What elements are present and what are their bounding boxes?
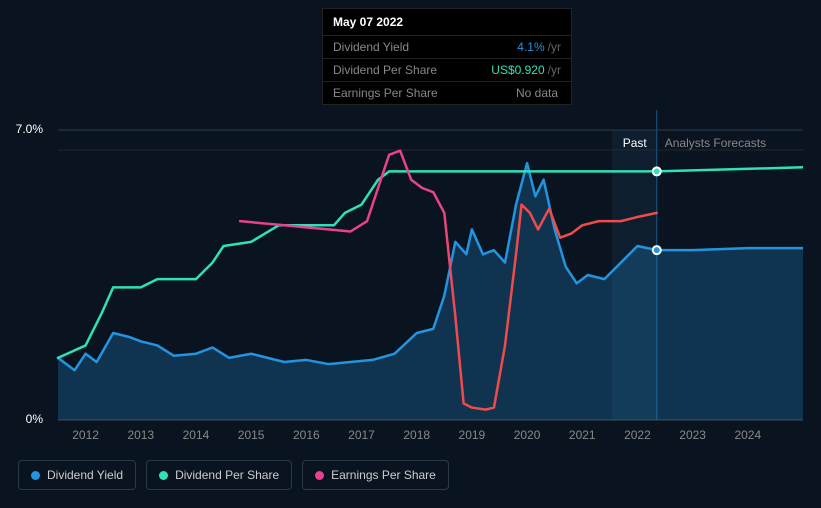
legend-item-dividend-per-share[interactable]: Dividend Per Share: [146, 460, 292, 490]
legend-item-dividend-yield[interactable]: Dividend Yield: [18, 460, 136, 490]
y-axis-label-min: 0%: [26, 412, 43, 426]
tooltip-rows: Dividend Yield4.1%/yrDividend Per ShareU…: [323, 36, 571, 104]
tooltip-date: May 07 2022: [323, 9, 571, 36]
past-region-label: Past: [623, 136, 647, 150]
tooltip-row-label: Dividend Yield: [333, 40, 517, 54]
x-tick-label: 2015: [238, 428, 265, 442]
x-tick-label: 2019: [459, 428, 486, 442]
legend-dot-icon: [159, 471, 168, 480]
tooltip-row-label: Dividend Per Share: [333, 63, 491, 77]
tooltip-row: Dividend Per ShareUS$0.920/yr: [323, 59, 571, 82]
tooltip-row-value: US$0.920: [491, 63, 544, 77]
chart-tooltip: May 07 2022 Dividend Yield4.1%/yrDividen…: [322, 8, 572, 105]
x-tick-label: 2016: [293, 428, 320, 442]
x-tick-label: 2018: [403, 428, 430, 442]
x-tick-label: 2012: [72, 428, 99, 442]
x-tick-label: 2017: [348, 428, 375, 442]
tooltip-row: Dividend Yield4.1% /yr: [323, 36, 571, 59]
legend-label: Dividend Yield: [47, 468, 123, 482]
x-tick-label: 2021: [569, 428, 596, 442]
legend-label: Dividend Per Share: [175, 468, 279, 482]
tooltip-row-value: No data: [516, 86, 558, 100]
x-tick-label: 2014: [183, 428, 210, 442]
forecast-region-label: Analysts Forecasts: [665, 136, 766, 150]
chart-svg: [18, 110, 803, 450]
x-tick-label: 2022: [624, 428, 651, 442]
tooltip-row-unit: /yr: [548, 40, 561, 54]
tooltip-row: Earnings Per ShareNo data: [323, 82, 571, 104]
tooltip-row-label: Earnings Per Share: [333, 86, 516, 100]
y-axis-label-max: 7.0%: [16, 122, 43, 136]
legend-dot-icon: [31, 471, 40, 480]
legend-dot-icon: [315, 471, 324, 480]
dividend-chart[interactable]: 7.0% 0% Past Analysts Forecasts 2012 2013…: [18, 110, 803, 450]
x-tick-label: 2013: [127, 428, 154, 442]
x-tick-label: 2023: [679, 428, 706, 442]
legend-item-earnings-per-share[interactable]: Earnings Per Share: [302, 460, 449, 490]
legend-label: Earnings Per Share: [331, 468, 436, 482]
x-tick-label: 2024: [734, 428, 761, 442]
x-tick-label: 2020: [514, 428, 541, 442]
tooltip-row-unit: /yr: [548, 63, 561, 77]
tooltip-row-value: 4.1%: [517, 40, 544, 54]
chart-legend: Dividend Yield Dividend Per Share Earnings…: [18, 460, 449, 490]
